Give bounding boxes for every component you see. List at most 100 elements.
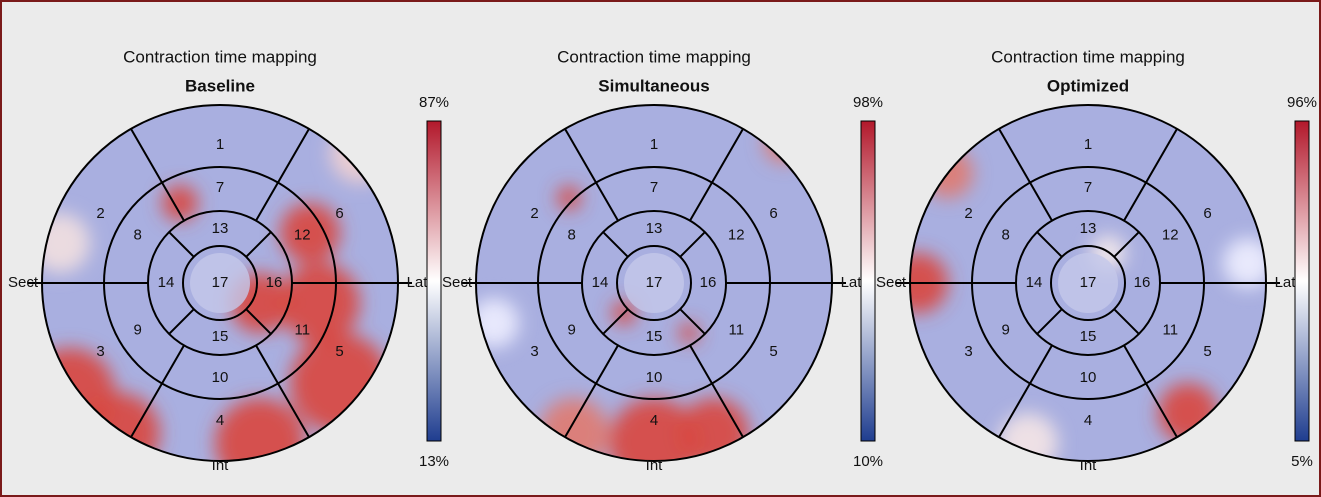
left-label: Sect [8,274,39,291]
segment-divider [245,308,272,335]
panel-subtitle: Baseline [185,76,255,95]
segment-label: 7 [216,179,224,196]
segment-label: 12 [294,226,311,243]
segment-divider [168,308,195,335]
segment-divider [602,231,629,258]
segment-label: 5 [1203,343,1211,360]
segment-label: 2 [96,205,104,222]
colorbar-max: 87% [419,94,449,111]
heatmap [476,105,832,461]
segment-label: 15 [1080,328,1097,345]
segment-label: 8 [568,226,576,243]
heat-blob [280,203,340,263]
colorbar [860,120,876,442]
segment-divider [130,128,185,222]
segment-label: 9 [1002,321,1010,338]
segment-divider [245,231,272,258]
segment-label: 2 [530,205,538,222]
segment-label: 6 [769,205,777,222]
colorbar-min: 13% [419,453,449,470]
segment-label: 7 [1084,179,1092,196]
heat-blob [609,398,699,461]
heat-blob [679,323,699,343]
bottom-label: Int [646,457,664,474]
segment-label: 5 [769,343,777,360]
segment-label: 1 [650,136,658,153]
segment-label: 15 [646,328,663,345]
segment-label: 17 [1080,274,1097,291]
ring [616,245,692,321]
segment-label: 4 [650,412,658,429]
segment-label: 16 [700,274,717,291]
segment-label: 16 [266,274,283,291]
ring [1050,245,1126,321]
colorbar-min: 10% [853,453,883,470]
segment-label: 8 [134,226,142,243]
segment-divider [602,308,629,335]
colorbar [1294,120,1310,442]
colorbar-min: 5% [1291,453,1313,470]
segment-label: 16 [1134,274,1151,291]
segment-divider [255,344,310,438]
right-label: Lat [1275,274,1297,291]
panel: Contraction time mappingOptimized1234567… [876,47,1317,473]
segment-label: 12 [728,226,745,243]
segment-divider [255,128,310,222]
segment-label: 11 [728,321,744,338]
heat-blob [557,186,581,210]
segment-label: 3 [530,343,538,360]
segment-label: 13 [646,220,663,237]
segment-label: 4 [1084,412,1092,429]
panel: Contraction time mappingSimultaneous1234… [442,47,883,474]
segment-divider [168,231,195,258]
segment-divider [564,128,619,222]
segment-divider [998,128,1053,222]
segment-divider [1113,308,1140,335]
segment-label: 10 [1080,369,1097,386]
segment-label: 6 [335,205,343,222]
segment-label: 17 [212,274,229,291]
segment-divider [689,344,744,438]
segment-label: 11 [1162,321,1178,338]
apex-fill [190,253,250,313]
right-label: Lat [407,274,429,291]
panel-title: Contraction time mapping [557,47,751,66]
segment-label: 17 [646,274,663,291]
bottom-label: Int [1080,457,1098,474]
segment-label: 14 [1026,274,1043,291]
segment-divider [130,344,185,438]
segment-label: 14 [592,274,609,291]
segment-divider [1123,128,1178,222]
apex-fill [624,253,684,313]
segment-divider [1036,231,1063,258]
segment-label: 11 [294,321,310,338]
segment-label: 3 [96,343,104,360]
segment-label: 12 [1162,226,1179,243]
segment-label: 9 [568,321,576,338]
segment-divider [564,344,619,438]
colorbar-max: 96% [1287,94,1317,111]
segment-label: 6 [1203,205,1211,222]
segment-label: 2 [964,205,972,222]
panel-title: Contraction time mapping [123,47,317,66]
segment-label: 13 [1080,220,1097,237]
segment-label: 14 [158,274,175,291]
segment-label: 9 [134,321,142,338]
segment-divider [1113,231,1140,258]
colorbar [426,120,442,442]
segment-label: 3 [964,343,972,360]
segment-label: 8 [1002,226,1010,243]
ring [182,245,258,321]
segment-label: 10 [646,369,663,386]
heat-blob [1223,238,1266,288]
segment-label: 10 [212,369,229,386]
left-label: Sect [876,274,907,291]
segment-divider [998,344,1053,438]
segment-label: 13 [212,220,229,237]
segment-label: 4 [216,412,224,429]
segment-label: 1 [216,136,224,153]
panel-subtitle: Optimized [1047,76,1129,95]
left-label: Sect [442,274,473,291]
